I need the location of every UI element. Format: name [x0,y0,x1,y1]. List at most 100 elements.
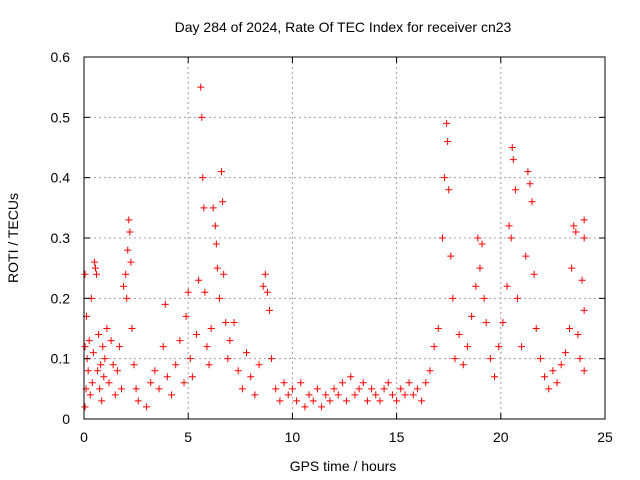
data-point [213,264,221,272]
data-point [263,288,271,296]
data-point [89,349,97,357]
data-point [326,397,334,405]
data-point [301,403,309,411]
data-point [438,234,446,242]
data-point [91,264,99,272]
data-point [238,385,246,393]
data-point [561,349,569,357]
data-points [81,83,588,411]
data-point [509,156,517,164]
data-point [255,361,263,369]
data-point [359,379,367,387]
data-point [338,379,346,387]
data-point [455,331,463,339]
data-point [101,355,109,363]
data-point [280,379,288,387]
data-point [272,385,280,393]
data-point [207,325,215,332]
data-point [268,355,276,363]
data-point [197,83,205,91]
data-point [90,258,98,266]
data-point [134,397,142,405]
tick-labels: 0 5 10 15 20 25 0 0.1 0.2 0.3 0.4 0.5 0.6 [51,49,613,445]
x-axis-label: GPS time / hours [290,458,397,474]
data-point [528,198,536,206]
data-point [155,385,163,393]
data-point [188,373,196,381]
data-point [288,385,296,393]
data-point [124,246,132,254]
data-point [472,282,480,290]
data-point [147,379,155,387]
data-point [98,397,106,405]
data-point [380,385,388,393]
data-point [222,318,230,326]
data-point [430,343,438,351]
data-point [205,361,213,369]
data-point [343,397,351,405]
data-point [530,270,538,278]
data-point [572,228,580,236]
data-point [463,343,471,351]
data-point [566,325,574,332]
data-point [372,391,380,399]
y-tick-label: 0.6 [51,49,71,65]
data-point [578,276,586,284]
data-point [393,397,401,405]
data-point [293,397,301,405]
data-point [85,337,93,345]
data-point [478,240,486,248]
y-tick-label: 0.5 [51,109,71,125]
data-point [468,312,476,320]
data-point [524,168,532,176]
data-point [536,355,544,363]
data-point [491,373,499,381]
data-point [334,391,342,399]
x-tick-label: 25 [597,429,613,445]
data-point [532,325,540,332]
data-point [480,294,488,302]
data-point [120,282,128,290]
y-axis-label: ROTI / TECUs [5,193,21,283]
x-tick-label: 5 [184,429,192,445]
data-point [128,325,136,332]
data-point [445,186,453,194]
data-point [219,198,227,206]
data-point [426,367,434,375]
data-point [574,331,582,339]
data-point [401,391,409,399]
data-point [84,367,92,375]
data-point [163,373,171,381]
data-point [434,325,442,332]
data-point [580,234,588,242]
grid [84,57,605,419]
data-point [234,367,242,375]
data-point [107,337,115,345]
data-point [200,204,208,212]
data-point [580,367,588,375]
data-point [284,391,292,399]
data-point [418,397,426,405]
data-point [95,331,103,339]
data-point [451,355,459,363]
data-point [580,306,588,314]
data-point [81,403,89,411]
data-point [111,391,119,399]
data-point [568,264,576,272]
data-point [309,397,317,405]
data-point [94,367,102,375]
data-point [199,174,207,182]
y-tick-label: 0.1 [51,351,71,367]
data-point [449,294,457,302]
data-point [526,180,534,188]
data-point [109,361,117,369]
data-point [495,343,503,351]
y-tick-label: 0.3 [51,230,71,246]
data-point [518,343,526,351]
data-point [88,379,96,387]
data-point [132,385,140,393]
data-point [198,113,206,121]
data-point [243,349,251,357]
data-point [123,294,131,302]
data-point [151,367,159,375]
